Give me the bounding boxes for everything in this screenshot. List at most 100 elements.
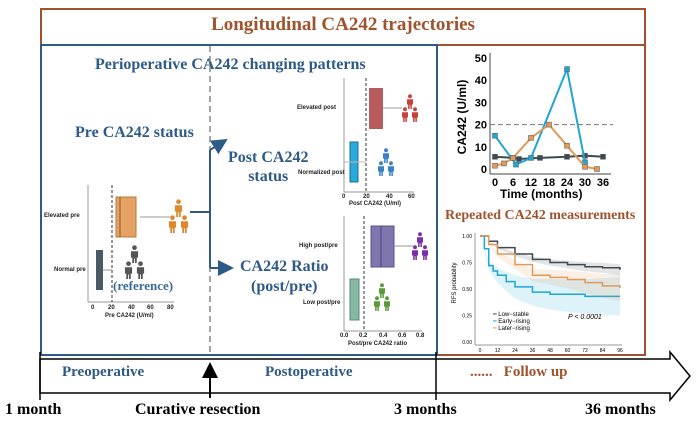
pre-tick-1: 20 (108, 305, 115, 311)
y-tick-label: 0.25 (462, 314, 472, 320)
time-36-months: 36 months (585, 401, 656, 418)
repeated-title: Repeated CA242 measurements (445, 208, 636, 223)
post-tick-2: 40 (386, 194, 393, 200)
legend-later-rising: ━ Later−rising (493, 326, 530, 332)
pre-tick-0: 0 (91, 305, 95, 311)
x-tick-label: 12 (495, 348, 501, 354)
main-title: Longitudinal CA242 trajectories (211, 14, 475, 35)
x-tick-label: 24 (512, 348, 518, 354)
pre-tick-3: 60 (147, 305, 154, 311)
data-point (528, 155, 534, 161)
pre-cat-normal: Normal pre (54, 267, 86, 273)
ratio-tick-3: 0.6 (398, 333, 407, 339)
post-status-line2: status (248, 168, 289, 185)
data-point (492, 162, 498, 169)
x-tick-label: 36 (597, 177, 609, 189)
people-elevated-pre-icon (168, 199, 189, 233)
data-point (564, 154, 570, 160)
people-normal-pre-icon (124, 245, 145, 279)
post-tick-1: 20 (363, 194, 370, 200)
x-tick-label: 0 (492, 177, 498, 189)
post-cat-normalized: Normalized post (298, 170, 345, 176)
x-tick-label: 18 (543, 177, 555, 189)
data-point (492, 132, 498, 139)
people-low-ratio-icon (374, 283, 390, 311)
x-tick-label: 96 (617, 348, 623, 354)
ratio-tick-1: 0.2 (359, 333, 368, 339)
ratio-line2: (post/pre) (251, 278, 318, 295)
phase-preoperative: Preoperative (62, 364, 145, 380)
traj-ylabel: CA242 (U/ml) (455, 79, 469, 155)
data-point (564, 66, 570, 72)
people-high-ratio-icon (412, 232, 428, 260)
x-tick-label: 36 (530, 348, 536, 354)
data-point (501, 160, 507, 167)
data-point (600, 154, 606, 160)
post-boxplot (343, 78, 414, 193)
legend-early-rising: ━ Early−rising (493, 319, 530, 325)
pre-cat-elevated: Elevated pre (44, 213, 80, 219)
x-tick-label: 12 (525, 177, 537, 189)
data-point (492, 154, 498, 160)
ratio-cat-low: Low post/pre (303, 300, 341, 306)
y-tick-label: 30 (475, 97, 487, 109)
post-status-line1: Post CA242 (228, 149, 309, 166)
data-point (546, 121, 552, 128)
x-tick-label: 60 (565, 348, 571, 354)
ratio-cat-high: High post/pre (299, 243, 338, 249)
pre-xlabel: Pre CA242 (U/ml) (105, 313, 154, 319)
ratio-tick-2: 0.4 (379, 333, 388, 339)
post-tick-0: 0 (342, 194, 346, 200)
time-1-month: 1 month (5, 401, 62, 418)
x-tick-label: 84 (600, 348, 606, 354)
ratio-label: CA242 Ratio (post/pre) (240, 257, 328, 297)
y-tick-label: 0.00 (462, 340, 472, 346)
y-tick-label: 10 (475, 142, 487, 154)
branch-connector (190, 150, 211, 268)
data-point (516, 156, 522, 162)
y-tick-label: 1.00 (462, 234, 472, 240)
ratio-tick-4: 0.8 (416, 333, 425, 339)
time-3-months: 3 months (394, 401, 457, 418)
follow-up-label: Follow up (503, 364, 568, 380)
post-status-label: Post CA242 status (228, 148, 308, 186)
survival-curve-1 (480, 235, 620, 298)
km-ylabel: RFS probability (452, 262, 458, 304)
pre-tick-2: 40 (128, 305, 135, 311)
box-normal-pre (96, 250, 103, 290)
confidence-band-2 (480, 236, 620, 302)
survival-curve-0 (480, 235, 621, 270)
x-tick-label: 48 (547, 348, 553, 354)
y-tick-label: 40 (475, 75, 487, 87)
data-point (564, 142, 570, 149)
traj-xlabel: Time (months) (500, 187, 583, 201)
km-chart: 0.00 0.25 0.50 0.75 1.00 0 12 24 36 48 60 72 84 96 (462, 233, 623, 354)
x-tick-label: 30 (579, 177, 591, 189)
data-point (513, 161, 519, 168)
y-tick-label: 0 (481, 164, 487, 176)
box-high-ratio (370, 225, 395, 268)
x-tick-label: 24 (561, 177, 574, 189)
periop-frame (40, 44, 438, 356)
data-point (594, 166, 600, 172)
pre-status-label: Pre CA242 status (75, 124, 194, 141)
data-point (510, 155, 516, 161)
follow-up-dots: ...... (470, 364, 493, 380)
legend-low-stable: ━ Low−stable (493, 312, 529, 318)
time-resection: Curative resection (135, 401, 261, 418)
data-point (582, 164, 588, 170)
phase-postoperative: Postoperative (265, 364, 353, 380)
box-elevated-post (369, 88, 383, 129)
survival-curve-2 (480, 235, 621, 288)
data-point (537, 155, 543, 161)
people-elevated-post-icon (402, 94, 418, 122)
ratio-tick-0: 0.0 (340, 333, 349, 339)
x-tick-label: 72 (582, 348, 588, 354)
reference-label: (reference) (113, 278, 174, 293)
ratio-line1: CA242 Ratio (240, 258, 329, 275)
box-elevated-pre (115, 196, 137, 238)
followup-frame (436, 44, 646, 356)
x-tick-label: 6 (510, 177, 516, 189)
